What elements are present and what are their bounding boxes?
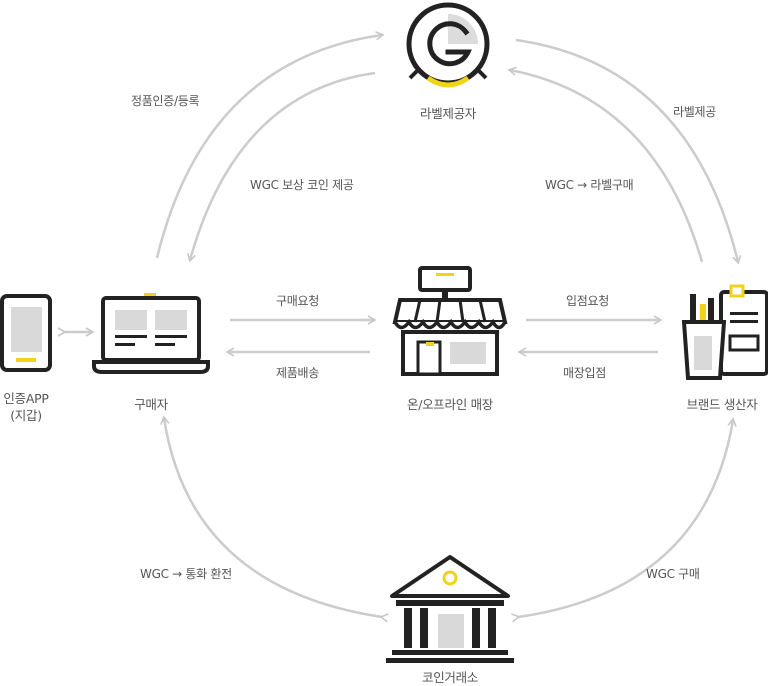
edge-label-product-delivery: 제품배송 [276, 366, 319, 380]
node-label-store: 온/오프라인 매장 [407, 397, 493, 412]
node-label-brand: 브랜드 생산자 [686, 397, 758, 412]
edge-label-currency-exchange: WGC → 통화 환전 [140, 567, 232, 581]
edge-label-wgc-purchase: WGC 구매 [646, 567, 700, 581]
phone-icon [0, 294, 52, 372]
node-label-auth-app: 인증APP (지갑) [3, 390, 48, 424]
bank-icon [386, 555, 514, 663]
laptop-icon [92, 293, 210, 374]
edge-label-label-purchase: WGC → 라벨구매 [545, 178, 634, 192]
node-label-label-provider: 라벨제공자 [419, 106, 477, 121]
store-icon [392, 266, 508, 376]
edge-label-reward-coin: WGC 보상 코인 제공 [250, 178, 354, 192]
edge-label-store-entry: 매장입점 [563, 366, 606, 380]
arrow-label-to-brand [515, 38, 742, 265]
arrow-buyer-to-label [155, 31, 385, 259]
node-label-auth-app-line1: 인증APP [3, 391, 49, 406]
edge-label-entry-request: 입점요청 [566, 294, 609, 308]
edge-label-authentication: 정품인증/등록 [131, 94, 200, 108]
node-label-auth-app-line2: (지갑) [10, 408, 42, 423]
brand-producer-icon [681, 284, 768, 380]
node-label-buyer: 구매자 [134, 397, 168, 412]
edge-label-label-supply: 라벨제공 [673, 105, 716, 119]
arrow-label-to-buyer [186, 71, 376, 263]
edge-label-purchase-request: 구매요청 [276, 294, 319, 308]
node-label-exchange: 코인거래소 [421, 670, 479, 685]
arrow-exchange-buyer [160, 415, 389, 623]
arrow-exchange-brand [511, 417, 737, 623]
arrow-brand-to-label [507, 66, 704, 263]
label-provider-logo-icon [406, 2, 490, 88]
